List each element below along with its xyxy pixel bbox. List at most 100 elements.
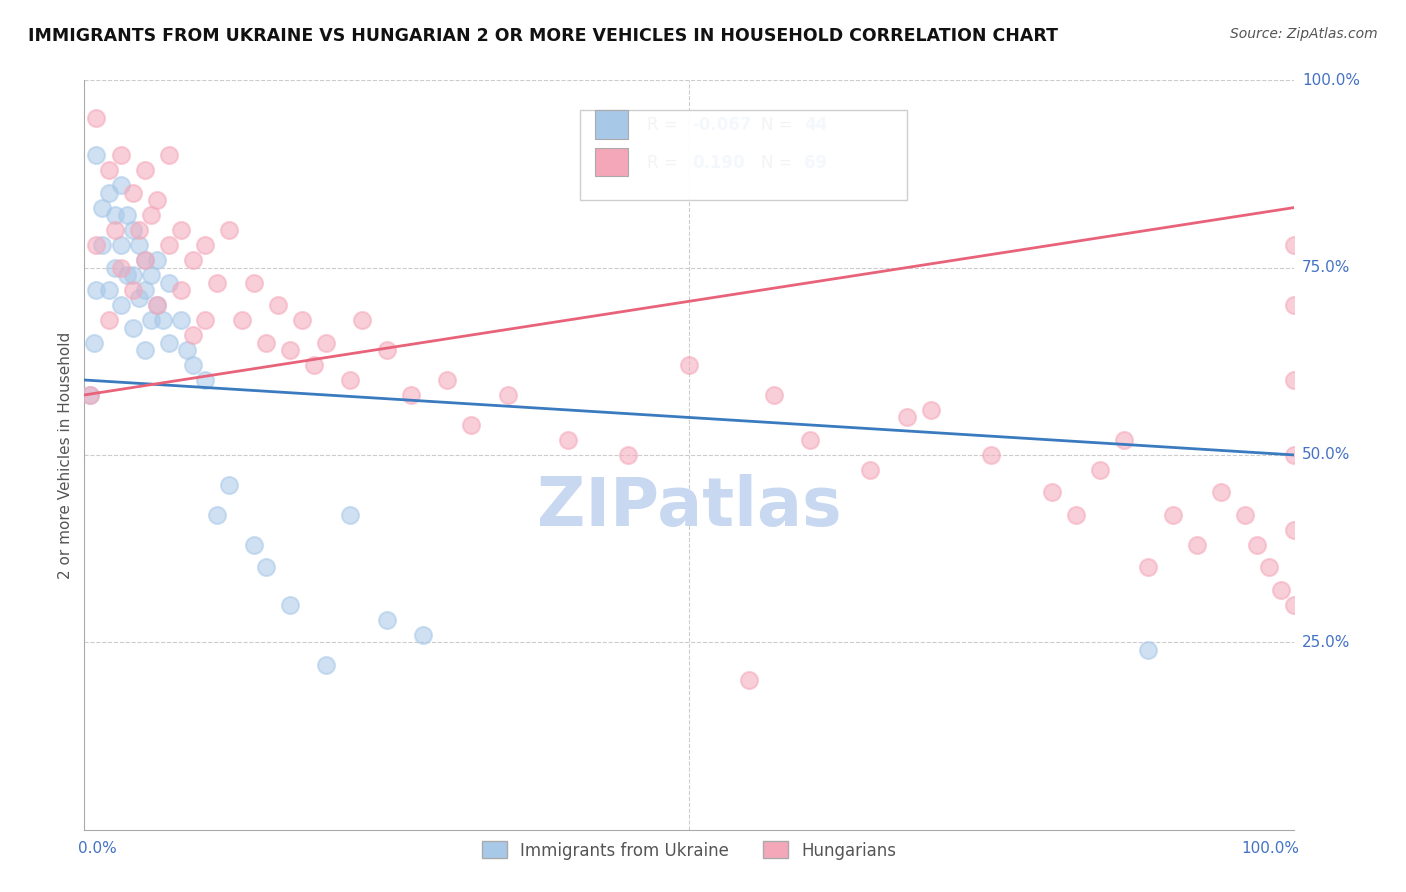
Point — [157, 238, 180, 252]
Text: R =: R = — [647, 116, 683, 134]
Text: 50.0%: 50.0% — [1302, 448, 1350, 462]
Point — [146, 298, 169, 312]
Point — [194, 238, 217, 252]
Point — [315, 335, 337, 350]
Point — [91, 201, 114, 215]
Text: 100.0%: 100.0% — [1241, 841, 1299, 855]
Point — [302, 358, 325, 372]
Text: -0.067: -0.067 — [693, 116, 752, 134]
Text: Source: ZipAtlas.com: Source: ZipAtlas.com — [1230, 27, 1378, 41]
Point — [181, 358, 204, 372]
Point — [139, 208, 162, 222]
Point — [110, 298, 132, 312]
Point — [1161, 508, 1184, 522]
Point — [375, 343, 398, 357]
Point — [278, 598, 301, 612]
Text: N =: N = — [762, 116, 799, 134]
Point — [1209, 485, 1232, 500]
Point — [97, 163, 120, 178]
Point — [121, 320, 143, 334]
Point — [1137, 560, 1160, 574]
Point — [157, 148, 180, 162]
Point — [128, 238, 150, 252]
Text: N =: N = — [762, 153, 799, 171]
Point — [352, 313, 374, 327]
Point — [146, 253, 169, 268]
Text: 44: 44 — [804, 116, 827, 134]
Point — [115, 268, 138, 282]
Point — [1246, 538, 1268, 552]
Point — [121, 223, 143, 237]
Point — [157, 335, 180, 350]
Point — [339, 508, 361, 522]
Point — [79, 388, 101, 402]
Text: 0.190: 0.190 — [693, 153, 745, 171]
Y-axis label: 2 or more Vehicles in Household: 2 or more Vehicles in Household — [58, 331, 73, 579]
Point — [291, 313, 314, 327]
Point — [920, 403, 942, 417]
Point — [97, 186, 120, 200]
Point — [194, 373, 217, 387]
Text: 25.0%: 25.0% — [1302, 635, 1350, 649]
Point — [104, 223, 127, 237]
Point — [1137, 642, 1160, 657]
Point — [1258, 560, 1281, 574]
Point — [121, 186, 143, 200]
Point — [121, 283, 143, 297]
Point — [97, 283, 120, 297]
Point — [436, 373, 458, 387]
Point — [194, 313, 217, 327]
Point — [110, 148, 132, 162]
Point — [1282, 448, 1305, 462]
Text: IMMIGRANTS FROM UKRAINE VS HUNGARIAN 2 OR MORE VEHICLES IN HOUSEHOLD CORRELATION: IMMIGRANTS FROM UKRAINE VS HUNGARIAN 2 O… — [28, 27, 1059, 45]
Point — [157, 276, 180, 290]
Point — [139, 313, 162, 327]
Point — [181, 253, 204, 268]
Point — [110, 260, 132, 275]
Point — [1282, 238, 1305, 252]
Point — [496, 388, 519, 402]
Point — [181, 328, 204, 343]
Point — [1282, 298, 1305, 312]
Point — [678, 358, 700, 372]
Point — [110, 178, 132, 193]
Text: 0.0%: 0.0% — [79, 841, 117, 855]
Point — [617, 448, 640, 462]
Point — [134, 253, 156, 268]
Point — [170, 283, 193, 297]
Point — [86, 238, 108, 252]
FancyBboxPatch shape — [595, 111, 628, 139]
Text: 100.0%: 100.0% — [1302, 73, 1360, 87]
Point — [339, 373, 361, 387]
Point — [267, 298, 290, 312]
Point — [254, 335, 277, 350]
Point — [1282, 523, 1305, 537]
FancyBboxPatch shape — [581, 111, 907, 200]
Point — [79, 388, 101, 402]
Point — [254, 560, 277, 574]
Point — [146, 193, 169, 207]
Text: ZIPatlas: ZIPatlas — [537, 475, 841, 541]
Point — [1270, 582, 1292, 597]
Point — [218, 223, 240, 237]
Point — [97, 313, 120, 327]
Point — [412, 628, 434, 642]
Text: R =: R = — [647, 153, 688, 171]
Point — [86, 148, 108, 162]
Point — [399, 388, 422, 402]
Point — [896, 410, 918, 425]
Point — [121, 268, 143, 282]
Point — [134, 163, 156, 178]
Point — [170, 223, 193, 237]
Point — [134, 253, 156, 268]
Point — [115, 208, 138, 222]
Point — [1064, 508, 1087, 522]
Point — [278, 343, 301, 357]
Point — [315, 657, 337, 672]
Point — [146, 298, 169, 312]
Text: 75.0%: 75.0% — [1302, 260, 1350, 275]
Point — [176, 343, 198, 357]
Text: 69: 69 — [804, 153, 827, 171]
Point — [1088, 463, 1111, 477]
Point — [134, 283, 156, 297]
